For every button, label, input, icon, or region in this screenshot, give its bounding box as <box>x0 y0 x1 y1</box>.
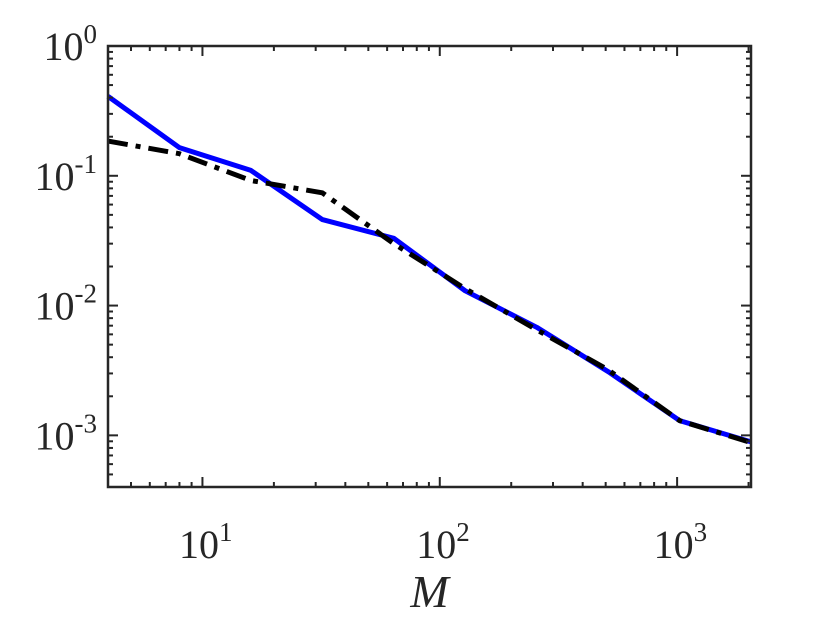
x-tick-label: 101 <box>179 517 232 567</box>
x-tick-label: 103 <box>654 517 708 567</box>
x-tick-label: 102 <box>416 517 470 567</box>
y-tick-label: 10-1 <box>35 149 98 199</box>
series-line-2 <box>107 138 752 445</box>
series-layer <box>106 94 752 445</box>
y-tick-label: 100 <box>44 19 98 69</box>
plot-area <box>106 44 753 489</box>
plot-frame <box>106 44 753 489</box>
y-tick-label: 10-2 <box>35 279 98 329</box>
x-tick-labels: 101 102 103 <box>179 517 707 567</box>
y-tick-label: 10-3 <box>35 408 98 458</box>
y-tick-labels: 100 10-1 10-2 10-3 <box>35 19 98 458</box>
x-axis-label: M <box>409 566 451 617</box>
